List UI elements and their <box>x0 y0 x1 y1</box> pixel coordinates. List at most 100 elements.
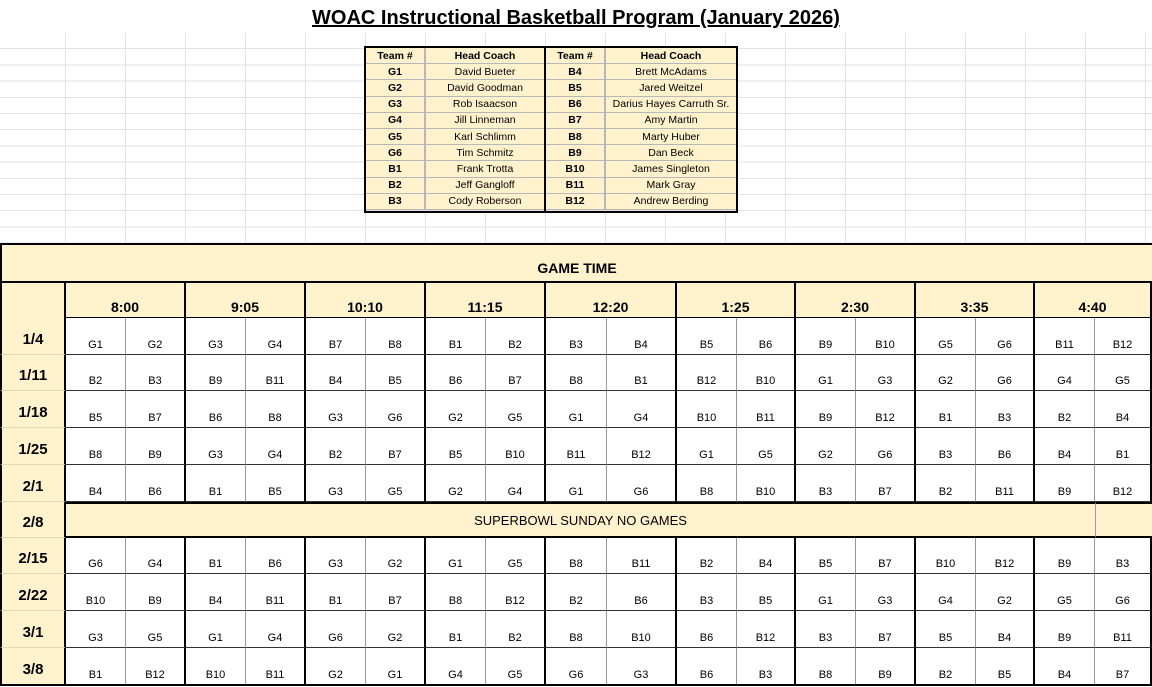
team-cell[interactable]: B9 <box>186 355 246 391</box>
team-cell[interactable]: B1 <box>306 574 366 611</box>
team-cell[interactable]: B8 <box>246 391 306 428</box>
team-cell[interactable]: B1 <box>916 391 976 428</box>
team-cell[interactable]: B1 <box>66 648 126 685</box>
team-cell[interactable]: B5 <box>246 465 306 502</box>
team-cell[interactable]: G6 <box>1095 574 1152 611</box>
team-cell[interactable]: G2 <box>366 611 426 648</box>
team-cell[interactable]: B7 <box>856 465 916 502</box>
team-cell[interactable]: B5 <box>426 428 486 465</box>
team-cell[interactable]: G2 <box>976 574 1035 611</box>
team-cell[interactable]: B3 <box>796 611 856 648</box>
team-cell[interactable]: B1 <box>426 318 486 355</box>
team-cell[interactable]: G2 <box>366 538 426 574</box>
team-cell[interactable]: B6 <box>677 648 737 685</box>
team-cell[interactable]: B8 <box>546 611 607 648</box>
team-cell[interactable]: B12 <box>976 538 1035 574</box>
team-cell[interactable]: B3 <box>976 391 1035 428</box>
team-cell[interactable]: B5 <box>366 355 426 391</box>
team-cell[interactable]: B8 <box>677 465 737 502</box>
team-cell[interactable]: G4 <box>426 648 486 685</box>
team-cell[interactable]: G4 <box>126 538 186 574</box>
team-cell[interactable]: B2 <box>66 355 126 391</box>
team-cell[interactable]: B2 <box>486 611 546 648</box>
team-cell[interactable]: B11 <box>607 538 677 574</box>
team-cell[interactable]: B3 <box>916 428 976 465</box>
team-cell[interactable]: G3 <box>66 611 126 648</box>
team-cell[interactable]: G3 <box>306 465 366 502</box>
team-cell[interactable]: B7 <box>366 428 426 465</box>
team-cell[interactable]: B10 <box>737 465 796 502</box>
team-cell[interactable]: G1 <box>796 574 856 611</box>
team-cell[interactable]: B8 <box>426 574 486 611</box>
team-cell[interactable]: B11 <box>246 648 306 685</box>
team-cell[interactable]: B12 <box>607 428 677 465</box>
team-cell[interactable]: B11 <box>1035 318 1095 355</box>
team-cell[interactable]: B4 <box>1035 648 1095 685</box>
team-cell[interactable]: B12 <box>1095 318 1152 355</box>
team-cell[interactable]: G3 <box>856 574 916 611</box>
team-cell[interactable]: B8 <box>546 538 607 574</box>
team-cell[interactable]: B9 <box>126 428 186 465</box>
team-cell[interactable]: B8 <box>66 428 126 465</box>
team-cell[interactable]: B3 <box>1095 538 1152 574</box>
team-cell[interactable]: B7 <box>856 611 916 648</box>
team-cell[interactable]: B4 <box>737 538 796 574</box>
team-cell[interactable]: B1 <box>186 465 246 502</box>
team-cell[interactable]: G1 <box>186 611 246 648</box>
team-cell[interactable]: B2 <box>306 428 366 465</box>
team-cell[interactable]: B2 <box>916 648 976 685</box>
team-cell[interactable]: B4 <box>186 574 246 611</box>
team-cell[interactable]: G4 <box>1035 355 1095 391</box>
team-cell[interactable]: B11 <box>546 428 607 465</box>
team-cell[interactable]: B12 <box>1095 465 1152 502</box>
team-cell[interactable]: B6 <box>976 428 1035 465</box>
team-cell[interactable]: G6 <box>66 538 126 574</box>
team-cell[interactable]: B7 <box>306 318 366 355</box>
team-cell[interactable]: G5 <box>1095 355 1152 391</box>
team-cell[interactable]: B2 <box>486 318 546 355</box>
team-cell[interactable]: B10 <box>916 538 976 574</box>
team-cell[interactable]: B10 <box>66 574 126 611</box>
team-cell[interactable]: B1 <box>426 611 486 648</box>
team-cell[interactable]: G6 <box>607 465 677 502</box>
team-cell[interactable]: B4 <box>306 355 366 391</box>
team-cell[interactable]: B10 <box>856 318 916 355</box>
team-cell[interactable]: G3 <box>856 355 916 391</box>
team-cell[interactable]: B2 <box>677 538 737 574</box>
team-cell[interactable]: G4 <box>916 574 976 611</box>
team-cell[interactable]: G3 <box>186 318 246 355</box>
team-cell[interactable]: G6 <box>976 355 1035 391</box>
team-cell[interactable]: B4 <box>976 611 1035 648</box>
team-cell[interactable]: G2 <box>426 391 486 428</box>
team-cell[interactable]: B5 <box>976 648 1035 685</box>
team-cell[interactable]: G4 <box>607 391 677 428</box>
team-cell[interactable]: B9 <box>1035 611 1095 648</box>
team-cell[interactable]: B7 <box>856 538 916 574</box>
team-cell[interactable]: G6 <box>856 428 916 465</box>
team-cell[interactable]: B7 <box>1095 648 1152 685</box>
team-cell[interactable]: G2 <box>426 465 486 502</box>
team-cell[interactable]: G6 <box>366 391 426 428</box>
team-cell[interactable]: B5 <box>66 391 126 428</box>
team-cell[interactable]: B6 <box>126 465 186 502</box>
team-cell[interactable]: B7 <box>366 574 426 611</box>
team-cell[interactable]: B6 <box>677 611 737 648</box>
team-cell[interactable]: G4 <box>246 611 306 648</box>
team-cell[interactable]: G1 <box>66 318 126 355</box>
team-cell[interactable]: G6 <box>546 648 607 685</box>
team-cell[interactable]: B12 <box>677 355 737 391</box>
team-cell[interactable]: G5 <box>366 465 426 502</box>
team-cell[interactable]: G5 <box>486 648 546 685</box>
team-cell[interactable]: G4 <box>246 428 306 465</box>
team-cell[interactable]: B12 <box>856 391 916 428</box>
team-cell[interactable]: B12 <box>486 574 546 611</box>
team-cell[interactable]: B9 <box>1035 538 1095 574</box>
team-cell[interactable]: B5 <box>916 611 976 648</box>
team-cell[interactable]: B6 <box>186 391 246 428</box>
team-cell[interactable]: B3 <box>126 355 186 391</box>
team-cell[interactable]: G3 <box>306 391 366 428</box>
team-cell[interactable]: B9 <box>796 391 856 428</box>
team-cell[interactable]: B8 <box>546 355 607 391</box>
team-cell[interactable]: G1 <box>677 428 737 465</box>
team-cell[interactable]: B6 <box>246 538 306 574</box>
